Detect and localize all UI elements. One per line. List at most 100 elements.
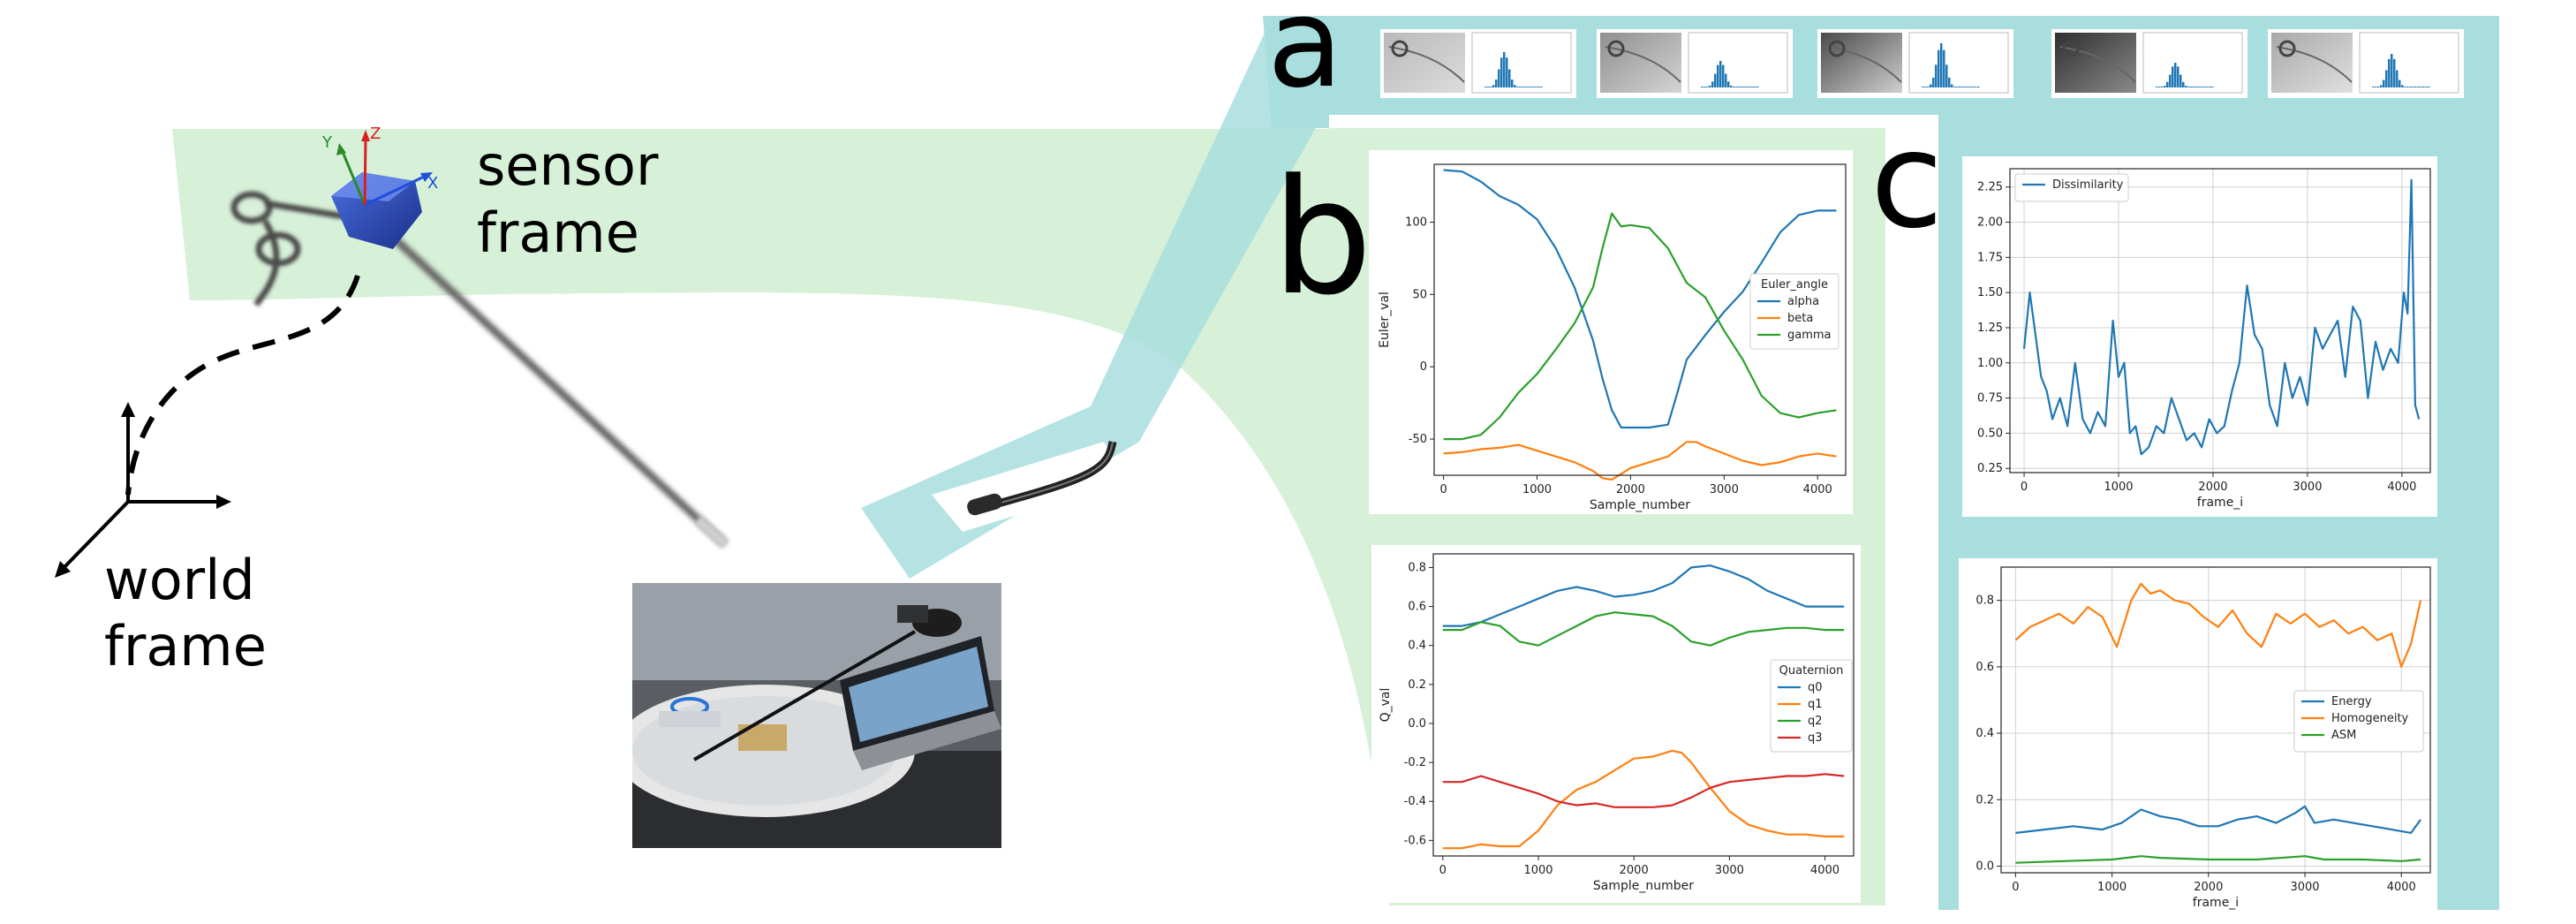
thumbnail-pair [2268,29,2464,98]
y-tick-label: -0.4 [1404,795,1426,808]
sensor-frame-label-line1: sensor [477,133,659,198]
legend-entry: Homogeneity [2331,712,2409,725]
y-tick-label: -0.6 [1404,834,1426,847]
x-axis-label: frame_i [2193,896,2239,910]
quaternion-chart: 0 1000 2000 3000 4000 -0.6 -0.4 -0.2 0.0 0.2 0.4 0.… [1379,553,1855,893]
grayscale-histogram [1908,32,2009,94]
world-frame-label-line1: world [104,548,255,612]
y-tick-label: 0.8 [1408,561,1426,574]
series-line-gamma [1443,212,1837,441]
quaternion-chart-panel: 0 1000 2000 3000 4000 -0.6 -0.4 -0.2 0.0 0.2 0.4 0.… [1371,545,1861,903]
x-tick-label: 1000 [1523,864,1552,877]
series-line-q0 [1442,564,1845,627]
axis-y-label: Y [321,133,333,152]
x-tick-label: 4000 [1803,483,1832,496]
series-line-q1 [1442,749,1845,850]
setup-photo-image [632,583,1001,848]
y-tick-label: 0.25 [1977,462,2003,475]
x-tick-label: 4000 [2387,881,2416,894]
texture-chart: 0 1000 2000 3000 4000 0.0 0.2 0.4 0.6 0.8 frame_i E… [1975,566,2431,910]
y-tick-label: 1.00 [1977,357,2003,370]
y-tick-label: 100 [1405,216,1427,229]
y-axis-label: Q_val [1379,688,1393,723]
y-tick-label: 0 [1420,360,1427,374]
series-line-energy [2015,805,2421,834]
world-frame-label-line2: frame [104,614,267,678]
thumbnail-pair [1597,29,1793,98]
series-line-q2 [1442,611,1845,647]
endoscope-frame-tube-ring [1384,32,1572,94]
x-tick-label: 3000 [2293,481,2322,494]
y-tick-label: 0.2 [1975,793,1994,807]
y-tick-label: 2.25 [1977,181,2003,194]
sensor-cube-icon [331,172,422,249]
x-tick-label: 3000 [2290,881,2319,894]
axis-x-label: X [427,174,438,193]
teal-cone [861,18,1378,579]
plot-frame [2009,168,2431,473]
y-tick-label: 0.6 [1975,661,1994,674]
setup-photo [632,583,1001,848]
series-line-homogeneity [2014,582,2422,668]
legend-entry: q0 [1808,681,1823,694]
legend: Energy Homogeneity ASM [2293,690,2424,753]
axis-x-arrow [364,175,425,207]
y-tick-label: 0.8 [1975,595,1994,608]
thumbnail-pair [1380,29,1576,98]
y-tick-label: 0.0 [1975,860,1994,873]
legend-entry: alpha [1787,295,1819,308]
x-tick-label: 0 [1439,483,1447,496]
legend-entry: gamma [1787,329,1832,342]
sensor-frame-label-line2: frame [477,201,639,265]
x-tick-label: 0 [2012,881,2019,894]
x-tick-label: 3000 [1710,483,1739,496]
y-tick-label: -0.2 [1404,756,1426,769]
legend-entry: q2 [1808,715,1823,728]
plot-frame [2000,566,2431,874]
x-tick-label: 4000 [1810,864,1839,877]
dissimilarity-chart: 0 1000 2000 3000 4000 0.25 0.50 0.75 1.00 1.25 1.5… [1977,168,2431,510]
x-tick-label: 0 [2021,481,2028,494]
x-tick-label: 1000 [2097,881,2127,894]
x-tick-label: 1000 [1522,483,1552,496]
texture-chart-panel: 0 1000 2000 3000 4000 0.0 0.2 0.4 0.6 0.8 frame_i E… [1959,558,2437,920]
series-line-q3 [1442,773,1845,808]
legend-entry: Energy [2331,695,2372,708]
sensor-cable-coils [230,191,345,307]
axis-y-arrow [341,151,366,206]
dissimilarity-chart-panel: 0 1000 2000 3000 4000 0.25 0.50 0.75 1.00 1.25 1.5… [1962,156,2437,517]
x-axis-label: Sample_number [1590,498,1690,512]
x-tick-label: 1000 [2104,481,2133,494]
series-line-dissimilarity [2022,178,2421,456]
x-tick-label: 0 [1439,864,1447,877]
euler-chart: 0 1000 2000 3000 4000 -50 0 50 100 Sample_number E… [1378,163,1847,512]
plot-frame [1433,163,1847,476]
endoscope-frame-bright-curve [1600,32,1788,94]
grayscale-histogram [1688,32,1788,94]
plot-frame [1432,553,1855,857]
x-tick-label: 3000 [1715,864,1744,877]
x-tick-label: 2000 [1620,864,1649,877]
sensor-axes: X Y Z [321,125,438,207]
y-tick-label: 0.4 [1408,640,1426,653]
tool-tip [693,515,730,549]
endoscope-tip [967,493,1002,516]
y-tick-label: 1.25 [1977,322,2003,335]
grayscale-histogram [1471,32,1572,94]
x-axis-label: frame_i [2197,496,2243,510]
y-tick-label: 0.6 [1408,601,1426,614]
euler-chart-panel: 0 1000 2000 3000 4000 -50 0 50 100 Sample_number E… [1369,150,1853,514]
x-tick-label: 2000 [2198,481,2227,494]
legend-entry: Dissimilarity [2052,178,2124,192]
x-axis-label: Sample_number [1593,879,1694,893]
y-tick-label: 0.4 [1975,727,1994,740]
grayscale-histogram [2142,32,2243,94]
grayscale-histogram [2359,32,2459,94]
endoscope-frame-dark-lights [2055,32,2243,94]
y-axis-label: Euler_val [1378,292,1392,348]
x-tick-label: 2000 [1616,483,1645,496]
tool-shaft [372,217,728,547]
endoscope-frame-dark-edge [1821,32,2009,94]
legend-title: Quaternion [1779,664,1844,678]
